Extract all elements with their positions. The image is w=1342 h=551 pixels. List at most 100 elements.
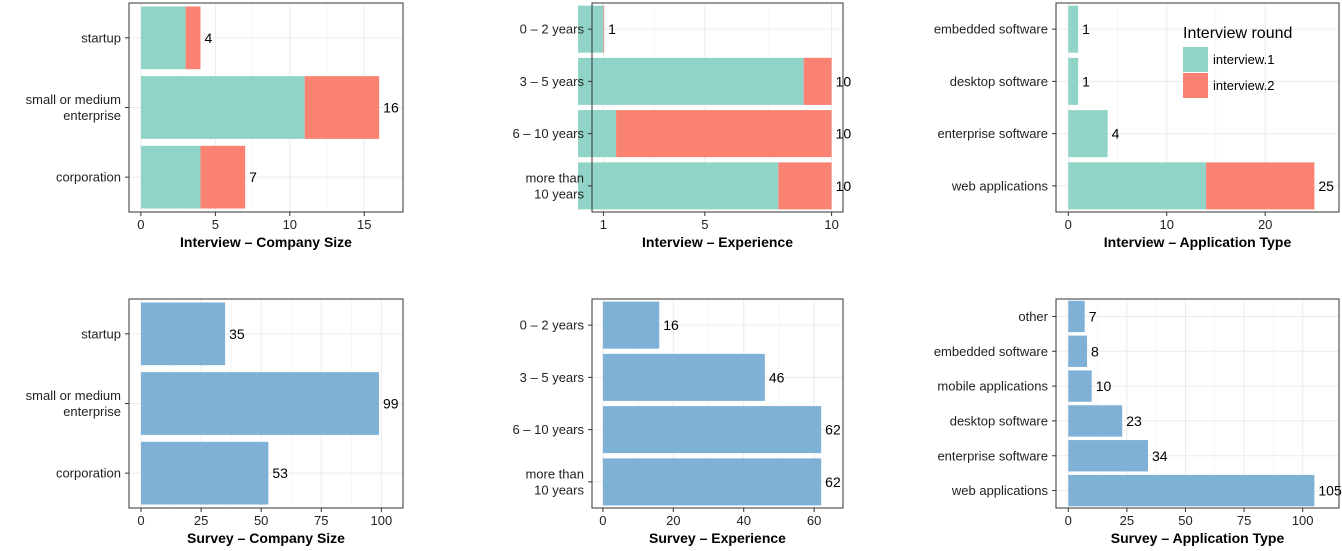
bar-segment-interview.2: [200, 145, 246, 209]
bar: [141, 372, 379, 435]
x-tick-label: 50: [1178, 513, 1192, 528]
bar: [602, 301, 660, 349]
x-tick-label: 100: [1292, 513, 1314, 528]
x-tick-label: 10: [283, 217, 297, 232]
legend: Interview round interview.1 interview.2: [1183, 25, 1292, 98]
chart-panel-3: 1 1 4 25 embedded software desktop software en…: [934, 2, 1340, 250]
x-tick-label: 40: [736, 513, 750, 528]
data-label: 46: [769, 369, 785, 385]
bar-segment-interview.2: [304, 76, 380, 139]
bar: [1068, 300, 1085, 333]
x-tick-label: 100: [371, 513, 393, 528]
panel-border: [591, 2, 844, 213]
data-label: 1: [1082, 73, 1090, 89]
panel-border: [1055, 2, 1340, 213]
y-tick-label: enterprise software: [937, 126, 1048, 141]
chart-title: Survey – Application Type: [1111, 530, 1285, 546]
chart-title: Interview – Application Type: [1104, 234, 1292, 250]
x-tick-label: 75: [314, 513, 328, 528]
bar-segment-interview.1: [578, 110, 617, 158]
y-tick-label: other: [1018, 309, 1048, 324]
legend-label: interview.1: [1213, 52, 1274, 67]
x-tick-label: 20: [1258, 217, 1272, 232]
y-tick-label: desktop software: [950, 413, 1048, 428]
y-tick-label: more than: [525, 466, 584, 481]
x-tick-label: 5: [212, 217, 219, 232]
bar-segment-interview.1: [1068, 110, 1108, 158]
bar-segment-interview.2: [603, 5, 605, 53]
y-tick-label: enterprise: [63, 108, 121, 123]
bar-segment-interview.1: [578, 162, 779, 210]
data-label: 4: [204, 30, 212, 46]
y-tick-label: small or medium: [26, 92, 121, 107]
y-tick-label: startup: [81, 326, 121, 341]
bar-segment-interview.1: [140, 6, 186, 70]
chart-panel-6: 7 8 10 23 34 105 other embedded software mobile …: [934, 298, 1342, 546]
x-tick-label: 20: [666, 513, 680, 528]
data-label: 35: [229, 326, 245, 342]
bar: [602, 406, 822, 454]
chart-title: Interview – Experience: [642, 234, 793, 250]
x-tick-label: 10: [824, 217, 838, 232]
bar-segment-interview.2: [616, 110, 832, 158]
y-tick-label: startup: [81, 30, 121, 45]
x-tick-label: 0: [599, 513, 606, 528]
y-tick-label: 6 – 10 years: [512, 126, 584, 141]
bar-segment-interview.2: [778, 162, 832, 210]
x-tick-label: 0: [137, 217, 144, 232]
x-tick-label: 0: [1065, 217, 1072, 232]
data-label: 4: [1112, 126, 1120, 142]
data-label: 16: [663, 317, 679, 333]
y-tick-label: enterprise: [63, 404, 121, 419]
y-tick-label: corporation: [56, 170, 121, 185]
panel-border: [1055, 298, 1340, 509]
y-tick-label: more than: [525, 170, 584, 185]
y-tick-label: embedded software: [934, 22, 1048, 37]
bar: [141, 302, 226, 366]
data-label: 53: [272, 465, 288, 481]
legend-title: Interview round: [1183, 25, 1292, 42]
x-tick-label: 25: [194, 513, 208, 528]
panel-border: [591, 298, 844, 509]
bar-segment-interview.1: [140, 145, 201, 209]
legend-swatch: [1183, 73, 1208, 98]
chart-title: Survey – Company Size: [187, 530, 345, 546]
bar: [1068, 370, 1092, 402]
legend-swatch: [1183, 47, 1208, 72]
chart-title: Interview – Company Size: [180, 234, 352, 250]
bar: [1068, 335, 1088, 367]
legend-label: interview.2: [1213, 78, 1274, 93]
bar-segment-interview.2: [1206, 162, 1315, 210]
y-tick-label: corporation: [56, 466, 121, 481]
bar: [602, 458, 822, 506]
y-tick-label: 3 – 5 years: [520, 74, 585, 89]
y-tick-label: enterprise software: [937, 448, 1048, 463]
bar-segment-interview.2: [803, 57, 832, 105]
x-tick-label: 1: [600, 217, 607, 232]
bar-segment-interview.1: [578, 57, 804, 105]
bar-segment-interview.2: [185, 6, 201, 70]
data-label: 25: [1318, 178, 1334, 194]
x-tick-label: 0: [137, 513, 144, 528]
y-tick-label: 0 – 2 years: [520, 318, 585, 333]
y-tick-label: web applications: [951, 178, 1049, 193]
x-tick-label: 50: [254, 513, 268, 528]
y-tick-label: desktop software: [950, 74, 1048, 89]
x-tick-label: 15: [357, 217, 371, 232]
data-label: 34: [1152, 448, 1168, 464]
x-tick-label: 25: [1120, 513, 1134, 528]
data-label: 62: [825, 422, 841, 438]
x-tick-label: 60: [807, 513, 821, 528]
y-tick-label: small or medium: [26, 388, 121, 403]
bar: [1068, 405, 1123, 437]
y-tick-label: web applications: [951, 483, 1049, 498]
data-label: 105: [1318, 483, 1342, 499]
x-tick-label: 5: [701, 217, 708, 232]
bar: [141, 441, 269, 505]
x-tick-label: 0: [1065, 513, 1072, 528]
chart-panel-5: 16 46 62 62 0 – 2 years 3 – 5 years 6 – 10 yea…: [512, 298, 844, 546]
